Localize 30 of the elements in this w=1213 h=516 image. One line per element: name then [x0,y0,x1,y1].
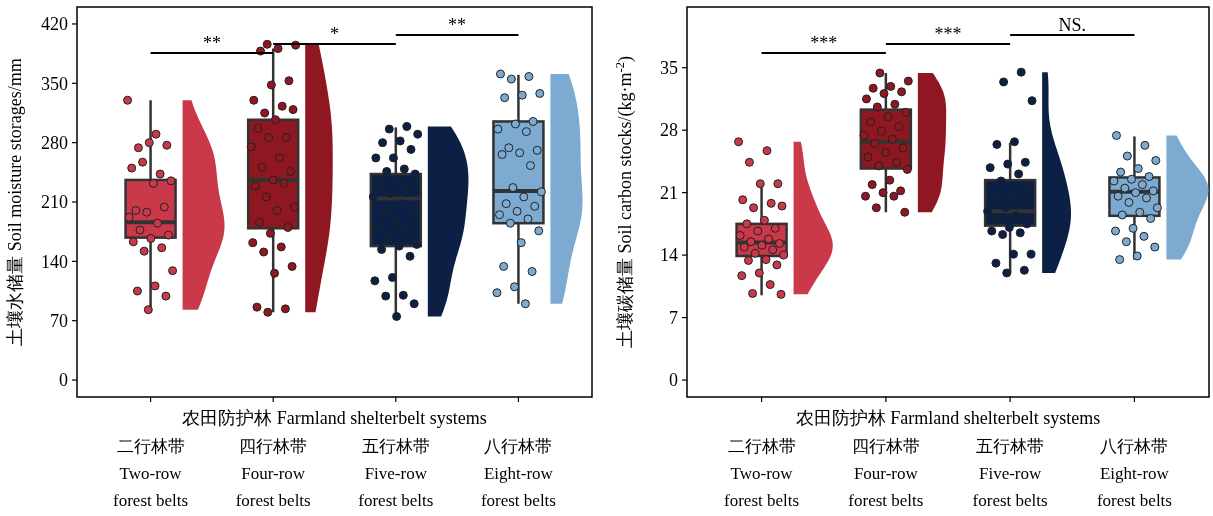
annotation: * [330,24,339,44]
annotation: ** [448,15,467,35]
y-tick-label: 35 [660,57,678,78]
x-tick-label: 二行林带 Two-row forest belts [724,437,800,510]
annotation: NS. [1058,15,1087,35]
y-tick-label: 350 [41,73,68,94]
x-axis-title: 农田防护林 Farmland shelterbelt systems [795,408,1101,428]
y-tick-label: 28 [660,120,678,141]
y-tick-label: 420 [41,14,68,35]
x-tick-label: 五行林带 Five-row forest belts [972,437,1048,510]
y-tick-label: 210 [41,192,68,213]
y-tick-label: 0 [59,370,68,391]
y-tick-label: 14 [660,245,678,266]
y-tick-label: 140 [41,251,68,272]
x-tick-label: 四行林带 Four-row forest belts [848,437,924,510]
y-tick-label: 280 [41,132,68,153]
y-tick-label: 21 [660,182,678,203]
annotation: *** [810,33,838,53]
x-tick-label: 四行林带 Four-row forest belts [235,437,311,510]
annotation: *** [934,24,962,44]
annotation: ** [202,33,221,53]
y-tick-label: 7 [669,307,678,328]
y-tick-label: 70 [50,311,68,331]
y-axis-title: 土壤水储量 Soil moisture storages/mm [5,58,25,346]
x-tick-label: 八行林带 Eight-row forest belts [480,437,556,510]
y-tick-label: 0 [669,370,678,391]
x-tick-label: 八行林带 Eight-row forest belts [1096,437,1172,510]
x-tick-label: 五行林带 Five-row forest belts [358,437,434,510]
x-tick-label: 二行林带 Two-row forest belts [113,437,189,510]
x-axis-title: 农田防护林 Farmland shelterbelt systems [182,408,487,428]
